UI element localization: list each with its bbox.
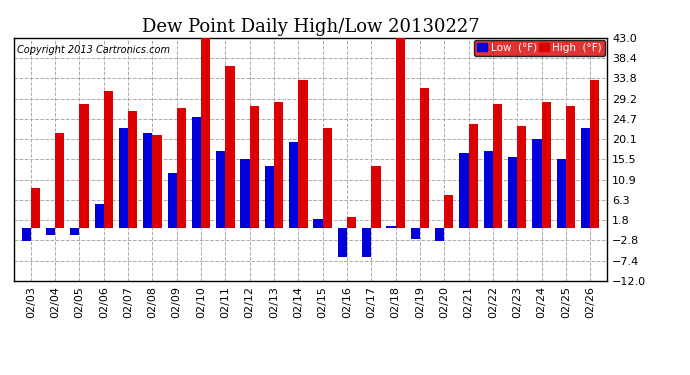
Bar <box>590 80 600 228</box>
Bar <box>323 128 332 228</box>
Bar <box>420 88 429 228</box>
Bar <box>289 142 298 228</box>
Bar <box>104 91 113 228</box>
Bar <box>31 188 40 228</box>
Bar <box>371 166 381 228</box>
Bar <box>192 117 201 228</box>
Bar <box>337 228 347 257</box>
Bar <box>557 159 566 228</box>
Bar <box>581 128 590 228</box>
Bar <box>444 195 453 228</box>
Bar <box>508 157 518 228</box>
Bar <box>298 80 308 228</box>
Bar <box>386 226 395 228</box>
Bar <box>411 228 420 239</box>
Bar <box>216 150 226 228</box>
Bar <box>313 219 323 228</box>
Bar <box>177 108 186 228</box>
Bar <box>566 106 575 228</box>
Bar <box>21 228 31 242</box>
Bar <box>70 228 79 235</box>
Bar <box>518 126 526 228</box>
Bar <box>395 35 405 228</box>
Bar <box>532 140 542 228</box>
Legend: Low  (°F), High  (°F): Low (°F), High (°F) <box>474 40 605 56</box>
Bar <box>55 133 64 228</box>
Bar <box>128 111 137 228</box>
Bar <box>168 172 177 228</box>
Bar <box>460 153 469 228</box>
Bar <box>240 159 250 228</box>
Text: Copyright 2013 Cartronics.com: Copyright 2013 Cartronics.com <box>17 45 170 55</box>
Bar <box>79 104 89 228</box>
Bar <box>119 128 128 228</box>
Bar <box>484 150 493 228</box>
Bar <box>347 217 356 228</box>
Bar <box>152 135 161 228</box>
Bar <box>95 204 103 228</box>
Bar <box>144 133 152 228</box>
Bar <box>201 35 210 228</box>
Bar <box>265 166 274 228</box>
Bar <box>274 102 284 228</box>
Bar <box>435 228 444 242</box>
Title: Dew Point Daily High/Low 20130227: Dew Point Daily High/Low 20130227 <box>141 18 480 36</box>
Bar <box>46 228 55 235</box>
Bar <box>542 102 551 228</box>
Bar <box>250 106 259 228</box>
Bar <box>469 124 477 228</box>
Bar <box>226 66 235 228</box>
Bar <box>362 228 371 257</box>
Bar <box>493 104 502 228</box>
